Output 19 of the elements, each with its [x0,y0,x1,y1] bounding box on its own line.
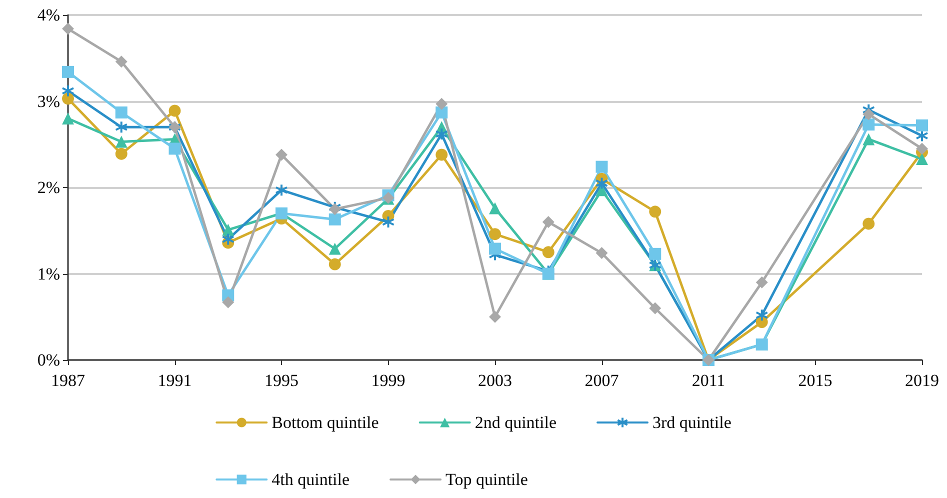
x-tick-label: 1991 [158,371,192,390]
legend-label: 2nd quintile [474,413,557,432]
legend-label: 4th quintile [272,470,350,489]
x-tick-label: 2003 [478,371,512,390]
y-tick-label: 3% [37,92,60,111]
x-tick-label: 1987 [51,371,86,390]
y-tick-label: 1% [37,264,60,284]
legend-label: Top quintile [446,470,528,489]
x-tick-label: 2015 [798,371,832,390]
x-tick-label: 2011 [692,371,726,390]
y-tick-label: 0% [37,350,60,370]
legend-label: 3rd quintile [652,413,732,432]
legend-label: Bottom quintile [272,413,379,432]
x-tick-label: 1995 [264,371,298,390]
x-tick-label: 2019 [905,371,939,390]
x-tick-label: 1999 [371,371,406,390]
x-tick-label: 2007 [584,371,620,390]
y-tick-label: 4% [37,6,60,24]
y-tick-label: 2% [37,178,60,197]
